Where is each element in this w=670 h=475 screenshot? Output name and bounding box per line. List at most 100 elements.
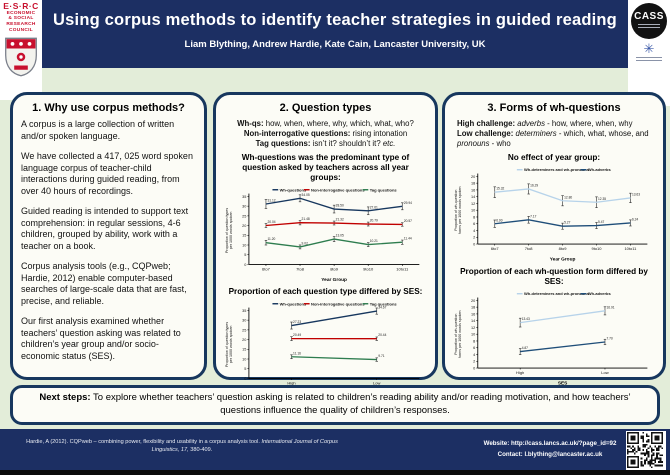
svg-text:16.91: 16.91 xyxy=(607,305,615,309)
svg-text:27.61: 27.61 xyxy=(370,205,378,209)
svg-text:30: 30 xyxy=(242,205,246,209)
svg-text:11.44: 11.44 xyxy=(404,237,412,241)
svg-text:5.27: 5.27 xyxy=(564,221,570,225)
queens-text-line xyxy=(636,56,662,58)
svg-text:2: 2 xyxy=(473,236,475,240)
bottom-strip xyxy=(0,470,670,475)
queens-anniversary-logo: ✳ xyxy=(628,42,670,61)
svg-text:Non-interrogative questions: Non-interrogative questions xyxy=(311,187,365,192)
svg-text:35: 35 xyxy=(242,309,246,313)
definition-line: Wh-qs: how, when, where, why, which, wha… xyxy=(237,119,414,128)
header-bar: Using corpus methods to identify teacher… xyxy=(42,0,628,68)
svg-text:7to8: 7to8 xyxy=(525,246,534,251)
definition-line: High challenge: adverbs - how, where, wh… xyxy=(457,119,633,128)
panel1-paragraph: A corpus is a large collection of writte… xyxy=(21,119,175,141)
panel1-paragraph: Corpus analysis tools (e.g., CQPweb; Har… xyxy=(21,261,187,306)
svg-text:forms per 1000 words spoken: forms per 1000 words spoken xyxy=(458,310,462,358)
svg-text:16.29: 16.29 xyxy=(530,184,538,188)
poster-title: Using corpus methods to identify teacher… xyxy=(53,11,617,29)
svg-text:12: 12 xyxy=(471,326,475,330)
svg-text:Wh-determiners and wh-pronouns: Wh-determiners and wh-pronouns xyxy=(524,167,590,172)
panel1-title: 1. Why use corpus methods? xyxy=(32,102,185,114)
svg-text:20: 20 xyxy=(471,175,475,179)
next-steps-text: Next steps: To explore whether teachers’… xyxy=(39,392,631,416)
next-steps-box: Next steps: To explore whether teachers’… xyxy=(10,385,660,425)
svg-text:Wh-questions: Wh-questions xyxy=(280,187,307,192)
panel-why-corpus-methods: 1. Why use corpus methods? A corpus is a… xyxy=(10,92,207,380)
esrc-line: RESEARCH xyxy=(6,22,36,28)
chart-heading-wh-ses: Proportion of each wh-question form diff… xyxy=(460,267,648,287)
svg-text:20.49: 20.49 xyxy=(293,333,301,337)
chart-heading-no-effect: No effect of year group: xyxy=(507,153,601,163)
svg-text:8to9: 8to9 xyxy=(559,246,568,251)
svg-text:Low: Low xyxy=(373,381,380,386)
svg-text:34.67: 34.67 xyxy=(378,306,386,310)
panel1-paragraph: Our first analysis examined whether teac… xyxy=(21,316,181,361)
svg-text:10to11: 10to11 xyxy=(624,246,637,251)
svg-text:27.23: 27.23 xyxy=(293,320,301,324)
svg-text:18: 18 xyxy=(471,182,475,186)
svg-text:Proportion of wh-question: Proportion of wh-question xyxy=(454,190,458,231)
svg-text:Tag questions: Tag questions xyxy=(370,302,398,307)
svg-text:8: 8 xyxy=(473,216,475,220)
svg-text:35: 35 xyxy=(242,195,246,199)
svg-text:Wh-questions: Wh-questions xyxy=(280,302,307,307)
chart-heading-ses: Proportion of each question type differe… xyxy=(228,287,423,297)
qr-code xyxy=(626,431,666,471)
svg-text:8: 8 xyxy=(473,339,475,343)
queens-text-line xyxy=(636,59,662,61)
svg-text:9to10: 9to10 xyxy=(591,246,602,251)
svg-text:Proportion of question types: Proportion of question types xyxy=(225,322,229,367)
svg-text:10: 10 xyxy=(242,243,246,247)
svg-text:Year Group: Year Group xyxy=(321,277,347,283)
svg-text:2: 2 xyxy=(473,360,475,364)
svg-text:20.57: 20.57 xyxy=(404,219,412,223)
wh-forms-by-year-chart: 0 2 4 6 8 10 12 14 16 18 20 6to7 7to8 8to9 9to10 10to11… xyxy=(454,167,648,263)
svg-text:14: 14 xyxy=(471,319,475,323)
svg-text:7to8: 7to8 xyxy=(296,266,305,271)
svg-text:16: 16 xyxy=(471,312,475,316)
svg-text:10: 10 xyxy=(242,358,246,362)
svg-text:7.17: 7.17 xyxy=(530,215,536,219)
reference-citation: Hardie, A (2012). CQPweb – combining pow… xyxy=(26,439,338,454)
svg-text:21.32: 21.32 xyxy=(336,217,344,221)
svg-text:13.63: 13.63 xyxy=(632,193,640,197)
svg-text:11.16: 11.16 xyxy=(293,352,301,356)
svg-text:11.20: 11.20 xyxy=(267,237,275,241)
university-crest-icon xyxy=(5,37,37,77)
svg-text:20.04: 20.04 xyxy=(267,220,275,224)
svg-text:7.70: 7.70 xyxy=(607,337,613,341)
cass-tagline-line xyxy=(638,23,660,25)
svg-text:12.35: 12.35 xyxy=(598,197,606,201)
definition-line: Low challenge: determiners - which, what… xyxy=(457,129,649,149)
contact-links: Website: http://cass.lancs.ac.uk/?page_i… xyxy=(455,439,645,460)
svg-text:10.21: 10.21 xyxy=(370,239,378,243)
esrc-logo: E·S·R·C ECONOMIC & SOCIAL RESEARCH COUNC… xyxy=(0,0,42,34)
esrc-line: COUNCIL xyxy=(9,27,33,33)
svg-text:16: 16 xyxy=(471,189,475,193)
svg-text:10: 10 xyxy=(471,333,475,337)
svg-text:12: 12 xyxy=(471,202,475,206)
svg-text:Tag questions: Tag questions xyxy=(370,187,398,192)
svg-text:Proportion of wh-question: Proportion of wh-question xyxy=(454,314,458,355)
svg-text:13.43: 13.43 xyxy=(522,317,530,321)
definition-line: Tag questions: isn’t it? shouldn’t it? e… xyxy=(255,139,396,149)
svg-text:34.05: 34.05 xyxy=(302,193,310,197)
website-url: Website: http://cass.lancs.ac.uk/?page_i… xyxy=(483,440,617,447)
svg-text:High: High xyxy=(516,370,524,375)
svg-text:28.50: 28.50 xyxy=(336,203,344,207)
svg-text:25: 25 xyxy=(242,329,246,333)
contact-email: Contact: l.blything@lancaster.ac.uk xyxy=(497,450,603,458)
wh-form-definitions: High challenge: adverbs - how, where, wh… xyxy=(453,119,655,149)
svg-text:9.71: 9.71 xyxy=(378,354,385,358)
svg-text:4: 4 xyxy=(473,229,475,233)
svg-text:Year Group: Year Group xyxy=(550,257,576,263)
svg-text:20: 20 xyxy=(471,299,475,303)
question-types-by-ses-chart: 05101520253035HighLowSESProportion of qu… xyxy=(225,302,420,398)
svg-text:6to7: 6to7 xyxy=(491,246,500,251)
svg-text:High: High xyxy=(287,381,295,386)
definition-line: Non-interrogative questions: rising into… xyxy=(243,129,408,139)
left-logo-column: E·S·R·C ECONOMIC & SOCIAL RESEARCH COUNC… xyxy=(0,0,42,100)
svg-text:SES: SES xyxy=(558,381,568,387)
cass-tagline-line xyxy=(638,26,660,28)
